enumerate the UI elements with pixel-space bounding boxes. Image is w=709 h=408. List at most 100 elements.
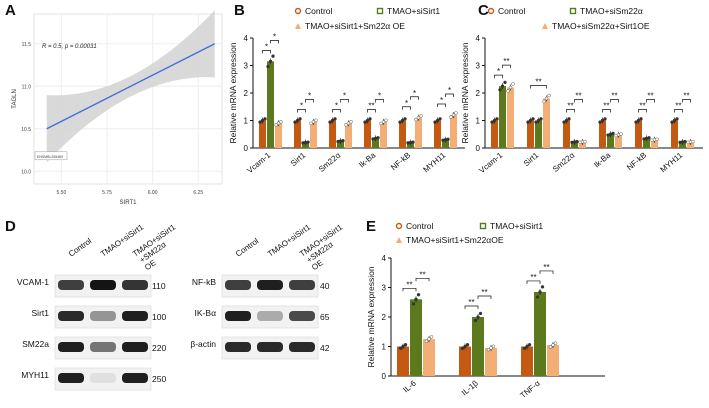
x-tick-label: Sm22α bbox=[317, 150, 343, 174]
data-point bbox=[567, 117, 571, 121]
blot-row-label: β-actin bbox=[190, 339, 216, 349]
bar bbox=[310, 121, 317, 148]
data-point bbox=[619, 132, 623, 136]
y-tick-label: 1 bbox=[476, 117, 481, 126]
sig-label: * bbox=[300, 102, 303, 111]
y-tick-label: 3 bbox=[476, 62, 481, 71]
sig-bracket bbox=[305, 99, 314, 103]
data-point bbox=[611, 131, 615, 136]
bar bbox=[687, 141, 694, 148]
data-point bbox=[503, 80, 507, 85]
sig-bracket bbox=[610, 99, 619, 103]
data-point bbox=[365, 118, 370, 123]
blot-row-label: SM22a bbox=[22, 339, 49, 349]
x-tick-label: Sm22α bbox=[551, 150, 577, 174]
data-point bbox=[398, 120, 402, 124]
bar bbox=[679, 141, 686, 148]
data-point bbox=[414, 297, 418, 302]
bar bbox=[521, 346, 533, 376]
legend-marker-series-2 bbox=[376, 7, 384, 15]
bar bbox=[579, 141, 586, 148]
blot-band bbox=[90, 311, 116, 321]
sig-label: ** bbox=[575, 92, 581, 101]
x-tick-label: Ik-Ba bbox=[357, 150, 378, 169]
data-point bbox=[486, 347, 491, 352]
data-point bbox=[508, 85, 513, 90]
legend-marker-series-3 bbox=[396, 237, 402, 243]
bar-chart-c: Control TMAO+siSm22α TMAO+siSm22α+Sirt1OE 0… bbox=[460, 6, 703, 175]
blot-band bbox=[122, 342, 148, 352]
data-point bbox=[268, 59, 273, 64]
data-point bbox=[363, 120, 367, 124]
bar bbox=[535, 120, 542, 148]
data-point bbox=[279, 120, 283, 124]
blot-band bbox=[90, 280, 116, 290]
data-point bbox=[424, 339, 429, 344]
sig-label: * bbox=[343, 92, 346, 101]
bar bbox=[434, 120, 441, 148]
x-tick-label: Ik-Ba bbox=[592, 150, 613, 169]
data-point bbox=[451, 113, 456, 117]
blot-band bbox=[122, 280, 148, 290]
blot-band bbox=[58, 373, 84, 383]
data-point bbox=[266, 64, 270, 69]
legend-marker-series-2 bbox=[569, 7, 577, 15]
bar bbox=[543, 98, 550, 148]
data-point bbox=[553, 341, 558, 345]
blot-band bbox=[122, 311, 148, 321]
data-point bbox=[309, 121, 313, 126]
legend-label: Control bbox=[305, 6, 333, 16]
data-point bbox=[298, 117, 302, 121]
blot-row-label: VCAM-1 bbox=[17, 277, 49, 287]
data-point bbox=[500, 84, 505, 88]
y-axis-label: Relative mRNA expression bbox=[460, 42, 470, 143]
blot-band bbox=[58, 311, 84, 321]
data-point bbox=[670, 120, 674, 124]
bar bbox=[459, 346, 471, 376]
data-point bbox=[274, 123, 278, 127]
data-point bbox=[429, 335, 434, 339]
sig-bracket bbox=[674, 109, 683, 113]
blot-band bbox=[58, 280, 84, 290]
bar bbox=[485, 347, 497, 376]
data-point bbox=[691, 139, 695, 144]
data-point bbox=[314, 118, 318, 123]
blot-band bbox=[58, 342, 84, 352]
data-point bbox=[531, 117, 535, 121]
y-tick-label: 0 bbox=[244, 144, 249, 153]
blot-size-label: 65 bbox=[320, 312, 330, 322]
sig-bracket bbox=[445, 93, 454, 97]
sig-label: * bbox=[440, 96, 443, 105]
blot-size-label: 42 bbox=[320, 343, 330, 353]
sig-label: ** bbox=[468, 298, 474, 307]
data-point bbox=[542, 99, 546, 104]
bar bbox=[399, 120, 406, 148]
data-point bbox=[478, 311, 483, 316]
bar bbox=[599, 120, 606, 148]
sig-label: ** bbox=[639, 102, 645, 111]
sig-bracket bbox=[574, 99, 583, 103]
sig-label: ** bbox=[530, 273, 536, 282]
data-point bbox=[263, 117, 267, 121]
data-point bbox=[435, 118, 440, 123]
y-tick-label: 4 bbox=[244, 34, 249, 43]
panel-label-c: C bbox=[478, 2, 489, 19]
sig-label: * bbox=[448, 86, 451, 95]
data-point bbox=[540, 285, 545, 289]
blot-band bbox=[225, 280, 251, 290]
data-point bbox=[446, 137, 450, 141]
data-point bbox=[328, 120, 332, 124]
bar bbox=[410, 299, 422, 376]
bar bbox=[294, 120, 301, 148]
data-point bbox=[564, 118, 569, 123]
y-tick-label: 0 bbox=[382, 372, 387, 381]
stat-label: R = 0.5, p = 0.00031 bbox=[42, 44, 97, 50]
sig-bracket bbox=[297, 109, 306, 113]
data-point bbox=[454, 111, 458, 115]
sig-label: * bbox=[405, 99, 408, 108]
sig-bracket bbox=[262, 50, 271, 54]
legend-marker-control bbox=[487, 7, 495, 15]
data-point bbox=[473, 318, 478, 323]
sig-label: ** bbox=[481, 288, 487, 297]
